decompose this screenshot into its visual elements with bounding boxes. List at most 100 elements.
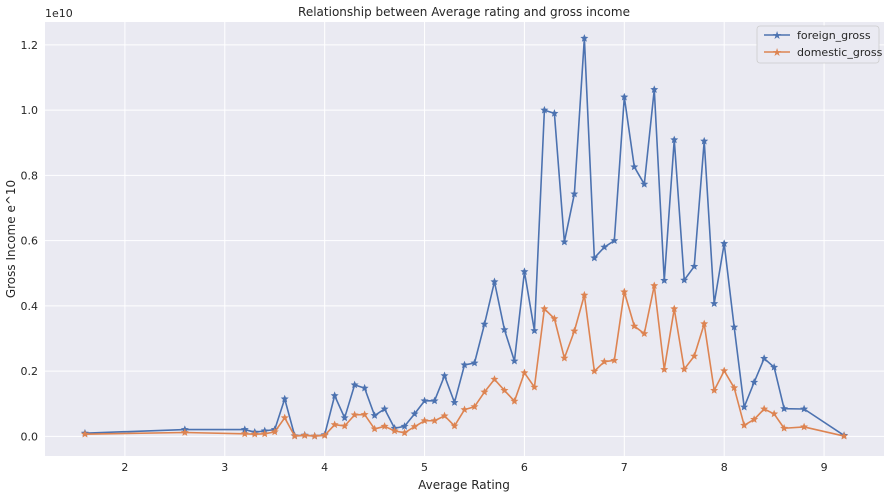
data-point-domestic-gross	[310, 431, 319, 440]
data-point-domestic-gross	[670, 304, 679, 313]
y-tick-label: 0.8	[21, 169, 39, 182]
data-point-domestic-gross	[540, 304, 549, 313]
data-point-domestic-gross	[330, 420, 339, 429]
data-point-foreign-gross	[420, 396, 429, 405]
data-point-domestic-gross	[420, 416, 429, 425]
data-point-foreign-gross	[710, 299, 719, 308]
data-point-domestic-gross	[290, 431, 299, 440]
data-point-foreign-gross	[440, 371, 449, 380]
data-point-foreign-gross	[700, 136, 709, 145]
data-point-foreign-gross	[550, 109, 559, 117]
data-point-foreign-gross	[460, 360, 469, 369]
data-point-domestic-gross	[560, 353, 569, 362]
data-point-domestic-gross	[300, 431, 309, 439]
data-point-domestic-gross	[740, 421, 749, 429]
data-point-foreign-gross	[480, 319, 489, 328]
data-point-domestic-gross	[400, 428, 409, 437]
data-point-domestic-gross	[500, 386, 509, 394]
data-point-foreign-gross	[280, 394, 289, 403]
data-point-foreign-gross	[720, 239, 729, 247]
data-point-foreign-gross	[640, 179, 649, 188]
data-point-domestic-gross	[530, 382, 539, 391]
chart-title: Relationship between Average rating and …	[298, 5, 630, 19]
data-point-foreign-gross	[560, 237, 569, 246]
data-point-foreign-gross	[730, 322, 739, 331]
y-tick-label: 1.2	[21, 39, 39, 52]
data-point-domestic-gross	[520, 368, 529, 377]
data-point-foreign-gross	[400, 422, 409, 430]
data-point-foreign-gross	[540, 105, 549, 114]
data-point-domestic-gross	[600, 357, 609, 366]
data-point-domestic-gross	[480, 387, 489, 396]
y-tick-label: 0.2	[21, 365, 39, 378]
data-point-domestic-gross	[570, 326, 579, 335]
data-point-foreign-gross	[670, 135, 679, 144]
data-point-domestic-gross	[550, 314, 559, 323]
data-point-domestic-gross	[470, 402, 479, 411]
data-point-foreign-gross	[650, 85, 659, 93]
data-point-domestic-gross	[280, 413, 289, 422]
data-point-domestic-gross	[270, 427, 279, 436]
data-point-domestic-gross	[710, 386, 719, 394]
data-point-domestic-gross	[370, 424, 379, 433]
y-tick-label: 0.0	[21, 430, 39, 443]
data-point-domestic-gross	[660, 365, 669, 373]
data-point-foreign-gross	[360, 383, 369, 392]
data-point-domestic-gross	[380, 422, 389, 430]
data-point-domestic-gross	[430, 416, 439, 425]
series	[80, 34, 849, 440]
data-point-domestic-gross	[350, 410, 359, 419]
x-tick-label: 8	[721, 461, 728, 474]
data-point-domestic-gross	[700, 319, 709, 328]
data-point-domestic-gross	[410, 422, 419, 431]
data-point-foreign-gross	[350, 380, 359, 389]
data-point-foreign-gross	[410, 409, 419, 418]
x-tick-label: 2	[121, 461, 128, 474]
data-point-domestic-gross	[80, 429, 89, 438]
data-point-domestic-gross	[760, 404, 769, 413]
data-point-foreign-gross	[450, 398, 459, 406]
y-tick-label: 0.6	[21, 235, 39, 248]
data-point-domestic-gross	[260, 429, 269, 438]
data-point-foreign-gross	[770, 363, 779, 371]
data-point-foreign-gross	[780, 404, 789, 413]
data-point-foreign-gross	[630, 162, 639, 171]
data-point-foreign-gross	[690, 262, 699, 270]
data-point-foreign-gross	[600, 242, 609, 251]
y-tick-label: 0.4	[21, 300, 39, 313]
data-point-domestic-gross	[440, 411, 449, 420]
x-tick-label: 7	[621, 461, 628, 474]
data-point-domestic-gross	[800, 422, 809, 431]
data-point-domestic-gross	[460, 405, 469, 414]
data-point-domestic-gross	[690, 351, 699, 360]
legend-label-domestic-gross: domestic_gross	[797, 46, 883, 59]
data-point-domestic-gross	[360, 410, 369, 418]
data-point-domestic-gross	[780, 424, 789, 432]
data-point-domestic-gross	[510, 396, 519, 405]
data-point-domestic-gross	[620, 287, 629, 296]
data-point-foreign-gross	[660, 276, 669, 284]
data-point-domestic-gross	[770, 409, 779, 418]
data-point-domestic-gross	[320, 431, 329, 439]
data-point-foreign-gross	[760, 354, 769, 362]
data-point-domestic-gross	[750, 415, 759, 423]
data-point-domestic-gross	[240, 429, 249, 438]
data-point-domestic-gross	[450, 421, 459, 430]
x-tick-label: 5	[421, 461, 428, 474]
data-point-domestic-gross	[630, 321, 639, 330]
data-point-domestic-gross	[730, 383, 739, 392]
data-point-domestic-gross	[840, 431, 849, 440]
data-point-domestic-gross	[250, 429, 259, 438]
data-point-domestic-gross	[680, 365, 689, 373]
data-point-foreign-gross	[490, 277, 499, 286]
data-point-foreign-gross	[580, 34, 589, 42]
data-point-domestic-gross	[580, 290, 589, 299]
data-point-domestic-gross	[650, 281, 659, 290]
data-point-domestic-gross	[610, 356, 619, 364]
data-point-domestic-gross	[340, 421, 349, 430]
y-axis-label: Gross Income e^10	[4, 180, 18, 298]
data-point-foreign-gross	[750, 378, 759, 386]
data-point-foreign-gross	[620, 92, 629, 101]
data-point-foreign-gross	[680, 275, 689, 284]
x-axis-label: Average Rating	[418, 478, 510, 492]
